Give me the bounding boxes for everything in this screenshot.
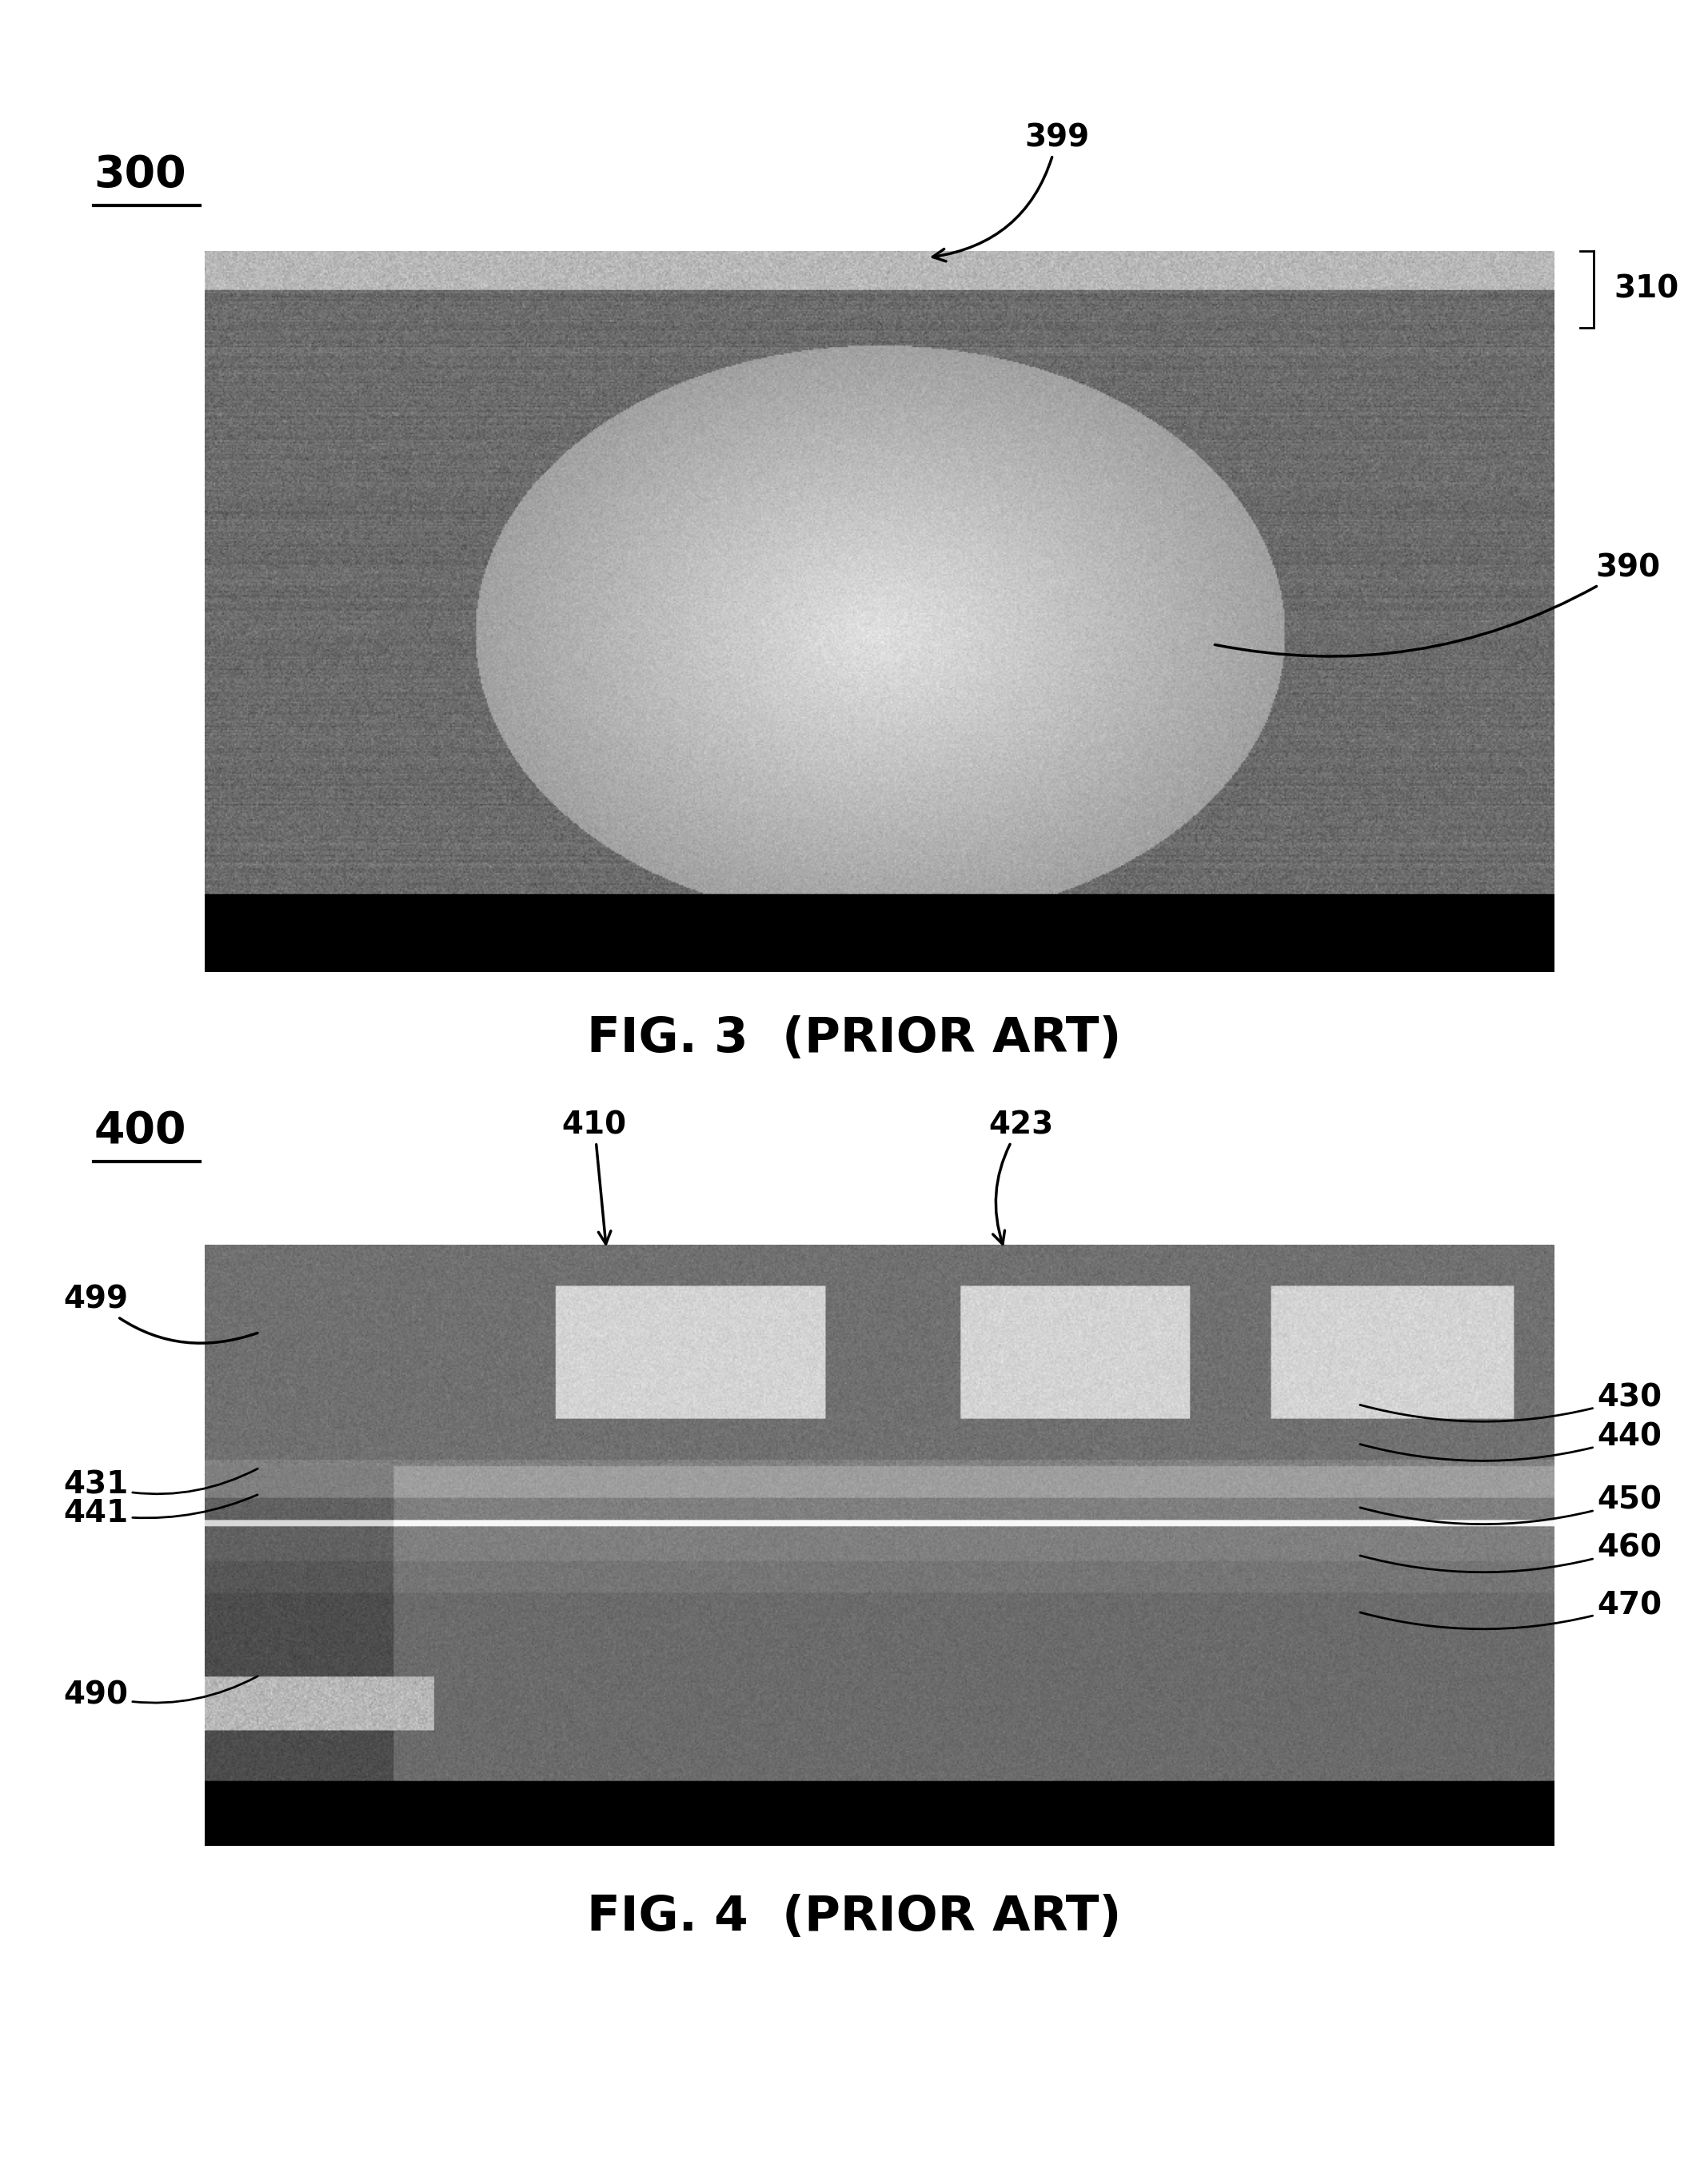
Text: 450: 450 — [1360, 1485, 1662, 1524]
Text: 390: 390 — [1214, 553, 1660, 657]
Text: 441: 441 — [63, 1494, 258, 1529]
Text: FIG. 4  (PRIOR ART): FIG. 4 (PRIOR ART) — [588, 1894, 1120, 1942]
Text: 430: 430 — [1360, 1382, 1662, 1422]
Text: 300: 300 — [94, 153, 186, 197]
Text: 400: 400 — [94, 1109, 186, 1153]
Text: 490: 490 — [63, 1675, 258, 1710]
Text: 399: 399 — [933, 122, 1090, 262]
Text: 470: 470 — [1360, 1590, 1662, 1629]
Text: 460: 460 — [1360, 1533, 1662, 1572]
Text: 431: 431 — [63, 1468, 258, 1500]
Text: 423: 423 — [989, 1109, 1054, 1245]
Text: 499: 499 — [63, 1284, 258, 1343]
Text: 310: 310 — [1614, 275, 1679, 304]
Text: FIG. 3  (PRIOR ART): FIG. 3 (PRIOR ART) — [588, 1016, 1120, 1064]
Text: 410: 410 — [562, 1109, 627, 1245]
Text: 440: 440 — [1360, 1422, 1662, 1461]
